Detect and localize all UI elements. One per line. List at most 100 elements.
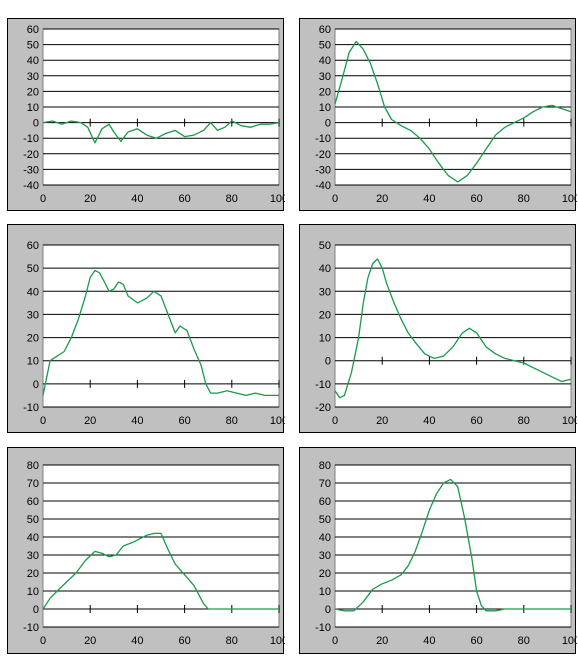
x-tick-label: 0: [332, 193, 338, 205]
plot-area: [334, 464, 572, 628]
y-tick-label: -10: [23, 622, 39, 634]
y-tick-label: 40: [27, 532, 39, 544]
x-tick-label: 40: [131, 415, 143, 427]
plot-area: [42, 464, 280, 628]
y-tick-label: 20: [319, 86, 331, 98]
y-tick-label: 70: [27, 478, 39, 490]
x-tick-label: 0: [40, 415, 46, 427]
y-tick-label: 40: [319, 263, 331, 275]
y-tick-label: 60: [27, 496, 39, 508]
x-tick-label: 60: [178, 193, 190, 205]
plot-area: [42, 244, 280, 408]
x-tick-label: 20: [376, 415, 388, 427]
y-tick-label: 0: [325, 604, 331, 616]
x-tick-label: 40: [423, 193, 435, 205]
y-tick-label: 60: [319, 24, 331, 36]
chart-panel-2: -40 -30 -20 -10 0 10 20 30 40 50 60 0 20 40 60 80 100: [299, 18, 577, 211]
series-line: [42, 532, 279, 610]
y-tick-label: 40: [27, 286, 39, 298]
y-tick-label: -10: [23, 133, 39, 145]
x-tick-label: 60: [470, 635, 482, 647]
y-tick-label: -20: [315, 402, 331, 414]
y-tick-label: 40: [319, 55, 331, 67]
chart-panel-5: -1001020304050607080020406080100: [7, 447, 285, 654]
chart-svg-2: -40 -30 -20 -10 0 10 20 30 40 50 60 0 20 40 60 80 100: [315, 24, 577, 205]
y-tick-label: 80: [27, 460, 39, 472]
y-tick-label: 10: [27, 102, 39, 114]
x-tick-label: 80: [518, 415, 530, 427]
x-tick-label: 60: [178, 415, 190, 427]
y-tick-label: 0: [33, 604, 39, 616]
chart-svg-3: -100102030405060020406080100: [23, 240, 285, 427]
chart-panel-6: -1001020304050607080020406080100: [299, 447, 577, 654]
x-tick-label: 100: [270, 193, 285, 205]
chart-svg-1: -40 -30 -20 -10 0 10 20 30 40 50 60 0 20 40 60 80 100: [23, 24, 285, 205]
y-tick-label: 50: [27, 514, 39, 526]
y-tick-label: 60: [27, 240, 39, 252]
y-tick-label: 30: [27, 71, 39, 83]
x-tick-label: 0: [40, 193, 46, 205]
y-tick-label: 50: [319, 240, 331, 252]
x-tick-label: 80: [226, 193, 238, 205]
x-tick-label: 100: [562, 415, 577, 427]
x-tick-label: 60: [178, 635, 190, 647]
series-line: [334, 40, 572, 183]
y-tick-label: -10: [315, 379, 331, 391]
y-tick-label: 30: [319, 550, 331, 562]
x-tick-label: 20: [84, 635, 96, 647]
y-tick-label: 40: [27, 55, 39, 67]
x-tick-label: 80: [518, 635, 530, 647]
x-tick-label: 60: [470, 415, 482, 427]
x-tick-label: 80: [226, 635, 238, 647]
series-line: [42, 120, 280, 144]
y-tick-label: 0: [33, 118, 39, 130]
y-tick-label: 10: [27, 586, 39, 598]
y-tick-label: 10: [319, 333, 331, 345]
x-tick-label: 100: [562, 193, 577, 205]
x-tick-label: 40: [131, 193, 143, 205]
chart-svg-6: -1001020304050607080020406080100: [315, 460, 577, 647]
y-tick-label: 80: [319, 460, 331, 472]
y-tick-label: 20: [27, 568, 39, 580]
y-tick-label: 10: [319, 102, 331, 114]
series-line: [334, 478, 571, 612]
y-tick-label: -40: [23, 180, 39, 192]
y-tick-label: 60: [319, 496, 331, 508]
y-tick-label: 20: [27, 86, 39, 98]
y-tick-label: 0: [33, 379, 39, 391]
x-tick-label: 20: [84, 193, 96, 205]
y-tick-label: 10: [27, 356, 39, 368]
chart-panel-3: -100102030405060020406080100: [7, 224, 285, 433]
y-tick-label: 10: [319, 586, 331, 598]
y-tick-label: -20: [23, 149, 39, 161]
x-tick-label: 0: [40, 635, 46, 647]
y-tick-label: 50: [27, 40, 39, 52]
y-tick-label: -30: [23, 164, 39, 176]
chart-svg-5: -1001020304050607080020406080100: [23, 460, 285, 647]
x-tick-label: 100: [270, 635, 285, 647]
y-tick-label: 70: [319, 478, 331, 490]
x-tick-label: 80: [226, 415, 238, 427]
chart-panel-1: -40 -30 -20 -10 0 10 20 30 40 50 60 0 20 40 60 80 100: [7, 18, 285, 211]
y-tick-label: 20: [27, 333, 39, 345]
x-tick-label: 40: [423, 415, 435, 427]
x-tick-label: 0: [332, 415, 338, 427]
x-tick-label: 60: [470, 193, 482, 205]
y-tick-label: 30: [27, 309, 39, 321]
x-tick-label: 20: [376, 193, 388, 205]
series-line: [42, 269, 279, 397]
y-tick-label: -10: [23, 402, 39, 414]
x-tick-label: 100: [562, 635, 577, 647]
y-tick-label: 0: [325, 356, 331, 368]
y-tick-label: 60: [27, 24, 39, 36]
x-tick-label: 100: [270, 415, 285, 427]
x-tick-label: 40: [423, 635, 435, 647]
y-tick-label: 30: [319, 286, 331, 298]
y-tick-label: -30: [315, 164, 331, 176]
x-tick-label: 20: [376, 635, 388, 647]
x-tick-label: 20: [84, 415, 96, 427]
y-tick-label: 40: [319, 532, 331, 544]
y-tick-label: 20: [319, 568, 331, 580]
x-tick-label: 40: [131, 635, 143, 647]
y-tick-label: -10: [315, 133, 331, 145]
